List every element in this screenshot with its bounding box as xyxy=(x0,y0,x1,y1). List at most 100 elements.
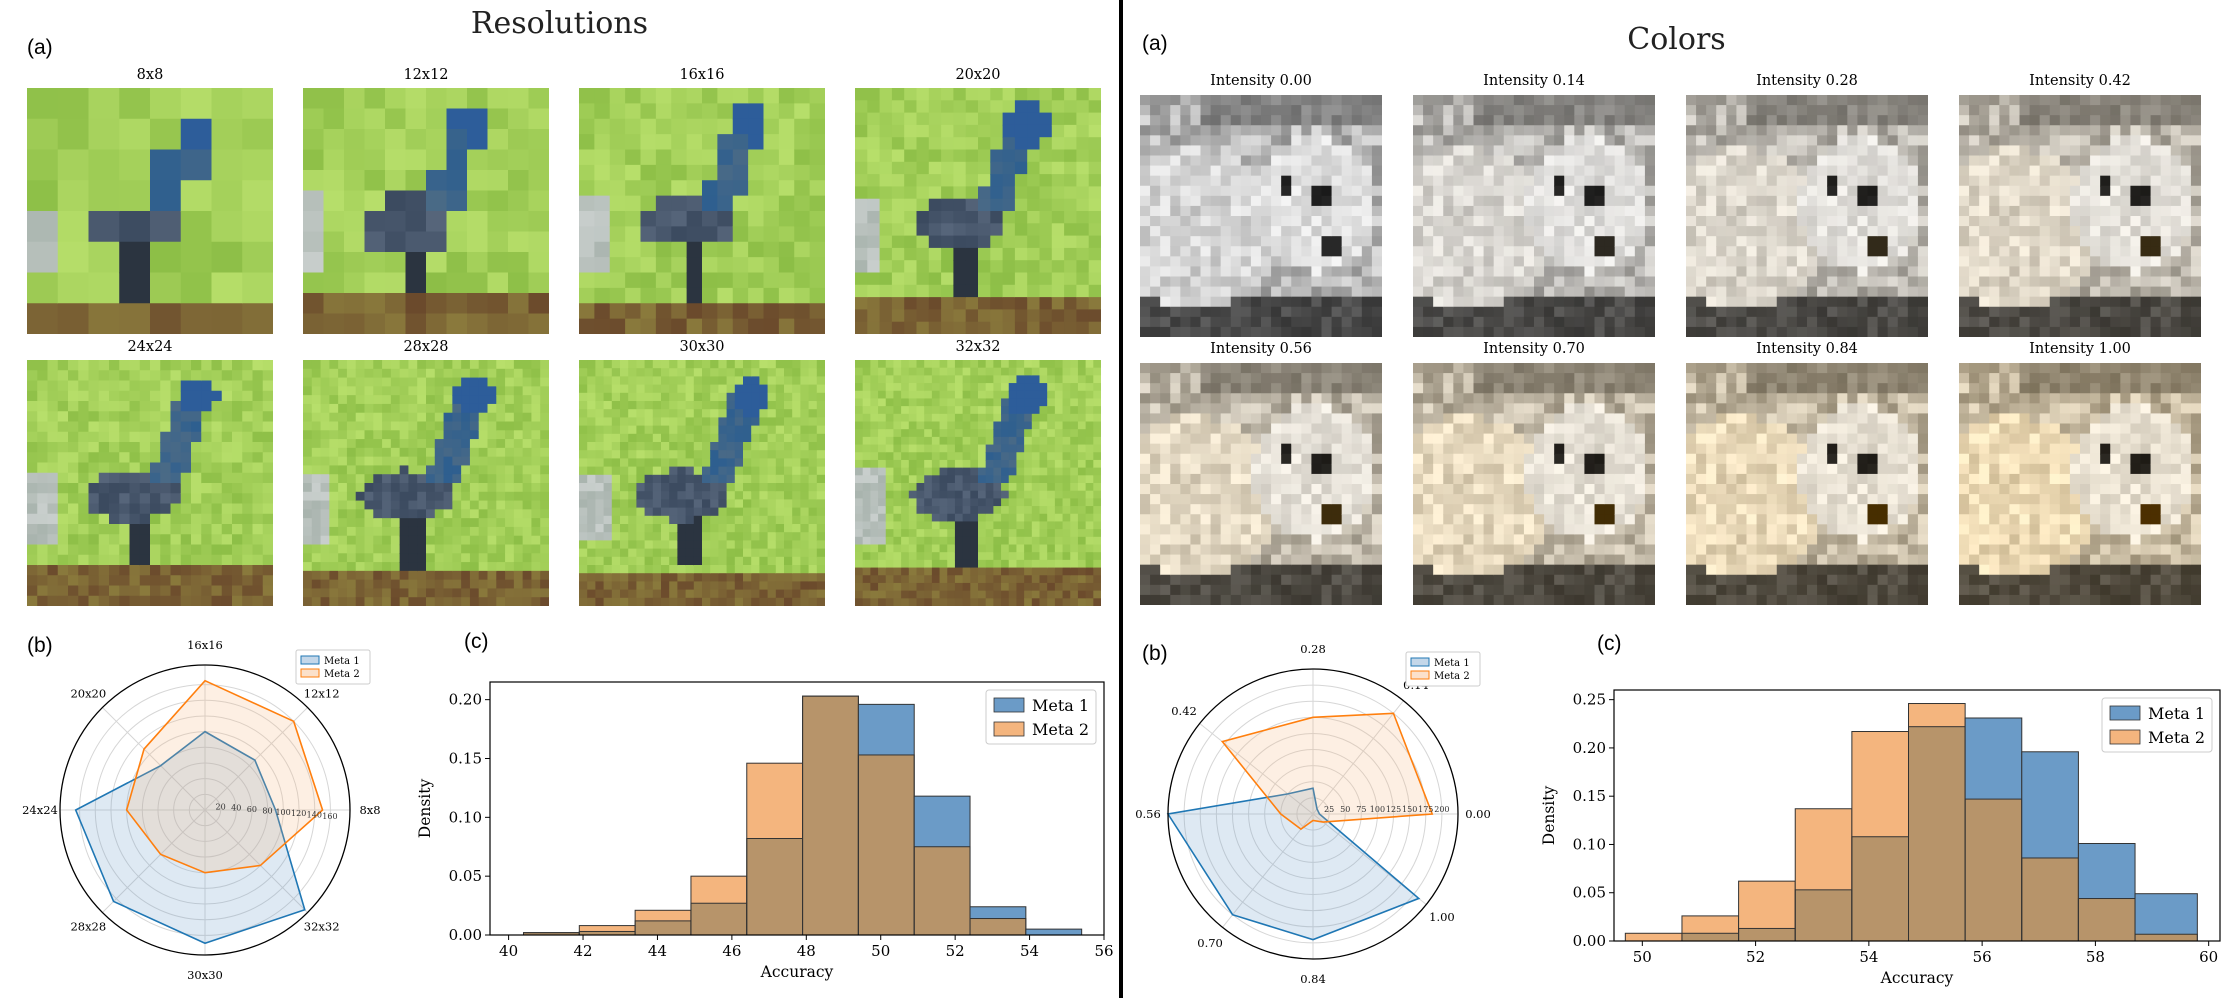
hist-bar xyxy=(1851,731,1909,837)
hist-bar-overlap xyxy=(1965,799,2022,941)
colors-title: Colors xyxy=(1627,22,1726,57)
radar-axis-label: 16x16 xyxy=(187,638,223,652)
hist-bar-overlap xyxy=(523,932,580,935)
radar-axis-label: 0.70 xyxy=(1197,936,1223,950)
hist-xtick-label: 54 xyxy=(1859,948,1878,966)
radar-legend-label: Meta 1 xyxy=(1434,658,1470,669)
tile-caption: Intensity 0.28 xyxy=(1756,73,1858,89)
left-radar-chart: 20 40 60 80 100 120 140 160 16x16 12x12 8x8 32x32 30… xyxy=(22,638,380,982)
radar-outline xyxy=(59,664,351,956)
hist-bar xyxy=(746,763,803,839)
radar-spoke xyxy=(102,707,206,811)
radar-spoke xyxy=(102,809,206,913)
hist-bar xyxy=(2135,893,2198,935)
hist-bar-overlap xyxy=(1908,726,1966,941)
hist-legend-swatch xyxy=(993,697,1025,713)
hist-xtick-label: 56 xyxy=(1973,948,1992,966)
pixelated-bird-image xyxy=(27,360,273,606)
hist-xtick-label: 46 xyxy=(722,942,741,960)
radar-tick-label: 120 xyxy=(291,809,306,818)
pixelated-bird-image xyxy=(579,88,825,334)
hist-bar xyxy=(2021,751,2079,858)
hist-ytick-label: 0.25 xyxy=(1573,691,1606,709)
radar-axis-label: 1.00 xyxy=(1429,910,1455,924)
radar-axis-label: 8x8 xyxy=(359,803,380,817)
hist-bar-overlap xyxy=(858,754,915,935)
radar-legend: Meta 1 Meta 2 xyxy=(1405,651,1481,687)
hist-bar xyxy=(1965,717,2022,800)
pixelated-bird-image xyxy=(27,88,273,334)
radar-legend-label: Meta 2 xyxy=(324,669,360,680)
radar-spoke xyxy=(1199,723,1314,815)
radar-axis-label: 0.84 xyxy=(1300,972,1326,986)
hist-xtick-label: 48 xyxy=(797,942,816,960)
hist-bar-overlap xyxy=(690,903,747,935)
hist-bar xyxy=(579,925,636,932)
radar-series-meta-2 xyxy=(1220,712,1434,831)
hist-xtick-label: 60 xyxy=(2199,948,2218,966)
hist-xtick-label: 52 xyxy=(946,942,965,960)
color-intensity-dog-image xyxy=(1413,95,1655,337)
tile-caption: 28x28 xyxy=(403,339,449,355)
hist-bar xyxy=(1681,915,1739,934)
left-label-a: (a) xyxy=(27,36,53,59)
right-histogram: 50 52 54 56 58 60 0.00 0.05 0.10 0.15 0.20 0.25 Accu… xyxy=(1540,689,2221,987)
hist-bar xyxy=(858,704,915,755)
radar-tick-label: 150 xyxy=(1402,805,1417,814)
hist-bar xyxy=(1795,808,1852,890)
radar-legend-label: Meta 2 xyxy=(1434,671,1470,682)
hist-ytick-label: 0.20 xyxy=(449,691,482,709)
radar-tick-label: 80 xyxy=(262,806,272,815)
hist-xtick-label: 56 xyxy=(1094,942,1113,960)
radar-axis-label: 30x30 xyxy=(187,968,223,982)
hist-bar-overlap xyxy=(914,846,971,935)
hist-bar-overlap xyxy=(1851,836,1909,941)
hist-bar xyxy=(635,910,691,921)
color-intensity-dog-image xyxy=(1140,95,1382,337)
hist-xtick-label: 40 xyxy=(499,942,518,960)
radar-axis-label: 0.00 xyxy=(1465,807,1491,821)
radar-spoke xyxy=(1222,813,1314,928)
right-radar-chart: 2550751001251501752000.000.140.280.420.5… xyxy=(1135,642,1491,986)
resolutions-panel: Resolutions (a) (b) (c) 8x8 12x12 16x16 20x… xyxy=(22,6,1114,982)
tile-caption: Intensity 0.56 xyxy=(1210,341,1312,357)
hist-bar xyxy=(1738,881,1796,929)
hist-ylabel: Density xyxy=(1540,786,1558,846)
hist-xlabel: Accuracy xyxy=(760,963,834,981)
radar-spoke xyxy=(1312,700,1404,815)
left-histogram: 40 42 44 46 48 50 52 54 56 0.00 0.05 0.10 0.15 0.20 Ac… xyxy=(416,681,1114,981)
radar-axis-label: 28x28 xyxy=(70,920,106,934)
hist-frame xyxy=(489,681,1105,936)
radar-legend-swatch xyxy=(1410,657,1430,667)
radar-tick-label: 75 xyxy=(1356,805,1366,814)
hist-bar-overlap xyxy=(2021,857,2079,941)
pixelated-bird-image xyxy=(303,360,549,606)
colors-panel: Colors (a) (b) (c) Intensity 0.00 Intensi… xyxy=(1123,0,2230,998)
hist-ytick-label: 0.10 xyxy=(449,808,482,826)
hist-ytick-label: 0.15 xyxy=(449,749,482,767)
radar-axis-label: 20x20 xyxy=(70,686,106,700)
tile-caption: Intensity 0.84 xyxy=(1756,341,1858,357)
hist-ytick-label: 0.05 xyxy=(449,867,482,885)
hist-bar xyxy=(1025,929,1082,935)
hist-bar-overlap xyxy=(1795,889,1852,941)
hist-legend-label: Meta 1 xyxy=(1032,696,1089,715)
hist-bar xyxy=(1908,703,1966,727)
hist-ytick-label: 0.00 xyxy=(449,926,482,944)
radar-axis-label: 24x24 xyxy=(22,803,58,817)
panel-divider xyxy=(1119,0,1123,998)
radar-legend-label: Meta 1 xyxy=(324,656,360,667)
color-intensity-dog-image xyxy=(1959,363,2201,605)
radar-legend-box xyxy=(1405,651,1481,687)
tile-caption: 32x32 xyxy=(955,339,1001,355)
hist-xtick-label: 50 xyxy=(871,942,890,960)
radar-axis-label: 0.56 xyxy=(1135,807,1161,821)
hist-xtick-label: 50 xyxy=(1633,948,1652,966)
hist-ylabel: Density xyxy=(416,779,434,839)
hist-ytick-label: 0.05 xyxy=(1573,884,1606,902)
tile-caption: Intensity 0.70 xyxy=(1483,341,1585,357)
hist-frame xyxy=(1613,689,2221,942)
hist-bar-overlap xyxy=(802,696,859,935)
hist-bar xyxy=(1625,933,1682,941)
hist-bar-overlap xyxy=(2135,934,2198,941)
